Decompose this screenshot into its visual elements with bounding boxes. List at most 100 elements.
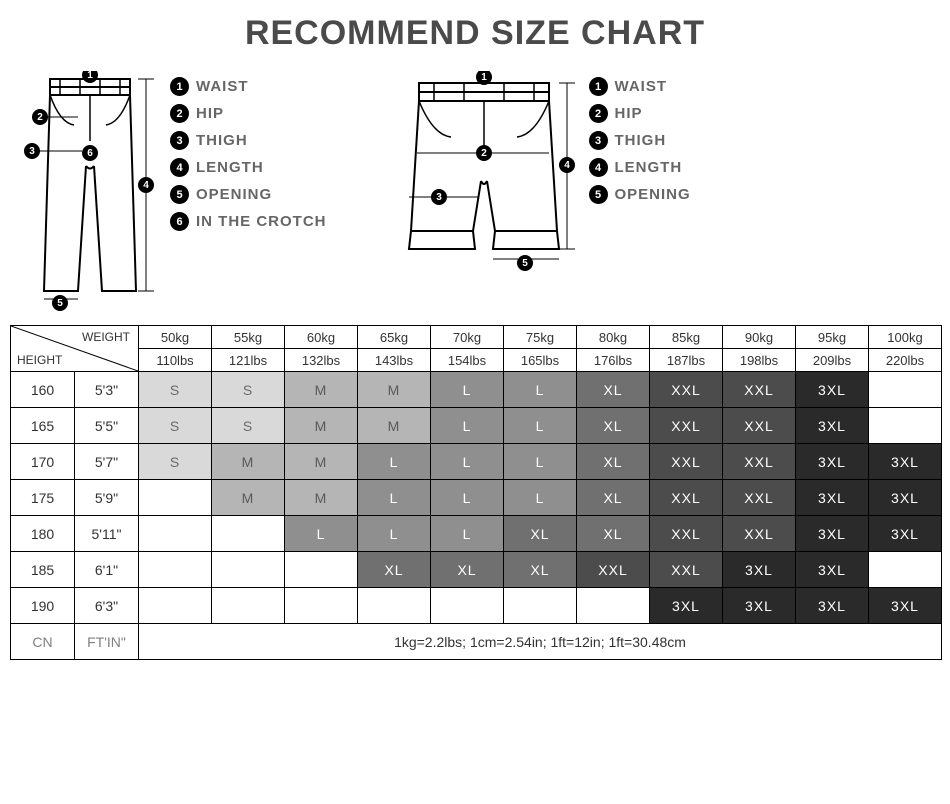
- legend-label: THIGH: [615, 132, 667, 149]
- height-cn-cell: 175: [11, 480, 75, 516]
- size-cell: S: [139, 444, 212, 480]
- size-cell: 3XL: [869, 516, 942, 552]
- size-cell: 3XL: [796, 588, 869, 624]
- size-cell: L: [431, 444, 504, 480]
- legend-row: 2HIP: [170, 104, 327, 123]
- legend-badge: 5: [170, 185, 189, 204]
- weight-kg-cell: 80kg: [577, 326, 650, 349]
- weight-lbs-cell: 154lbs: [431, 349, 504, 372]
- svg-text:3: 3: [29, 146, 35, 157]
- legend-badge: 4: [170, 158, 189, 177]
- size-cell: [212, 552, 285, 588]
- size-cell: XL: [358, 552, 431, 588]
- weight-kg-cell: 65kg: [358, 326, 431, 349]
- size-cell: L: [504, 444, 577, 480]
- size-cell: XXL: [650, 372, 723, 408]
- size-cell: XL: [504, 552, 577, 588]
- weight-lbs-cell: 143lbs: [358, 349, 431, 372]
- legend-badge: 5: [589, 185, 608, 204]
- size-cell: XL: [577, 516, 650, 552]
- page-title: RECOMMEND SIZE CHART: [0, 14, 950, 53]
- height-cn-cell: 165: [11, 408, 75, 444]
- weight-lbs-cell: 132lbs: [285, 349, 358, 372]
- height-cn-cell: 160: [11, 372, 75, 408]
- size-cell: L: [431, 372, 504, 408]
- legend-row: 1 WAIST: [589, 77, 691, 96]
- legend-label: WAIST: [615, 78, 668, 95]
- legend-label: WAIST: [196, 78, 249, 95]
- height-ft-cell: 5'3": [75, 372, 139, 408]
- height-ft-cell: 6'3": [75, 588, 139, 624]
- size-cell: [504, 588, 577, 624]
- size-cell: S: [212, 372, 285, 408]
- pants-diagram-box: 1 2 3 4 5 6 1WAIST2HIP3THIGH4LENGTH5OPEN…: [20, 71, 327, 311]
- height-cn-cell: 170: [11, 444, 75, 480]
- weight-kg-cell: 100kg: [869, 326, 942, 349]
- svg-text:4: 4: [564, 160, 570, 171]
- height-cn-cell: 180: [11, 516, 75, 552]
- svg-text:1: 1: [87, 71, 93, 81]
- weight-kg-cell: 75kg: [504, 326, 577, 349]
- weight-kg-cell: 60kg: [285, 326, 358, 349]
- svg-text:6: 6: [87, 148, 93, 159]
- size-cell: [212, 516, 285, 552]
- legend-row: 4 LENGTH: [589, 158, 691, 177]
- size-cell: [139, 480, 212, 516]
- size-cell: 3XL: [723, 552, 796, 588]
- size-cell: 3XL: [796, 480, 869, 516]
- weight-kg-cell: 90kg: [723, 326, 796, 349]
- size-cell: [431, 588, 504, 624]
- size-cell: S: [139, 372, 212, 408]
- height-ft-cell: 5'5": [75, 408, 139, 444]
- size-cell: 3XL: [650, 588, 723, 624]
- corner-height-label: HEIGHT: [17, 353, 62, 367]
- legend-badge: 1: [589, 77, 608, 96]
- legend-badge: 4: [589, 158, 608, 177]
- size-cell: S: [139, 408, 212, 444]
- size-cell: M: [212, 480, 285, 516]
- size-cell: XXL: [650, 480, 723, 516]
- size-cell: [869, 408, 942, 444]
- legend-row: 5OPENING: [589, 185, 691, 204]
- legend-row: 3THIGH: [589, 131, 691, 150]
- legend-badge: 2: [589, 104, 608, 123]
- shorts-diagram-box: 1 2 3 4 5 1 WAIST 2HIP 3THIGH 4 LENGTH 5OPENIN…: [389, 71, 691, 271]
- weight-kg-cell: 85kg: [650, 326, 723, 349]
- legend-label: LENGTH: [615, 159, 683, 176]
- weight-kg-cell: 50kg: [139, 326, 212, 349]
- legend-row: 2HIP: [589, 104, 691, 123]
- size-cell: XXL: [650, 408, 723, 444]
- svg-text:2: 2: [37, 112, 43, 123]
- size-cell: L: [358, 516, 431, 552]
- height-cn-cell: 185: [11, 552, 75, 588]
- weight-lbs-cell: 220lbs: [869, 349, 942, 372]
- size-cell: L: [358, 480, 431, 516]
- legend-label: OPENING: [196, 186, 272, 203]
- weight-lbs-cell: 209lbs: [796, 349, 869, 372]
- svg-text:3: 3: [436, 192, 442, 203]
- weight-kg-cell: 95kg: [796, 326, 869, 349]
- weight-lbs-cell: 121lbs: [212, 349, 285, 372]
- size-cell: 3XL: [869, 588, 942, 624]
- legend-badge: 2: [170, 104, 189, 123]
- weight-lbs-cell: 176lbs: [577, 349, 650, 372]
- size-cell: XL: [504, 516, 577, 552]
- size-cell: [139, 552, 212, 588]
- size-cell: M: [285, 408, 358, 444]
- height-ft-cell: 5'7": [75, 444, 139, 480]
- pants-diagram: 1 2 3 4 5 6: [20, 71, 160, 311]
- size-cell: L: [431, 480, 504, 516]
- legend-row: 6IN THE CROTCH: [170, 212, 327, 231]
- size-cell: M: [285, 372, 358, 408]
- size-cell: M: [285, 444, 358, 480]
- size-cell: XL: [431, 552, 504, 588]
- size-cell: L: [285, 516, 358, 552]
- size-cell: 3XL: [869, 480, 942, 516]
- size-cell: M: [212, 444, 285, 480]
- legend-row: 5 OPENING: [170, 185, 327, 204]
- size-cell: L: [504, 372, 577, 408]
- size-cell: 3XL: [723, 588, 796, 624]
- size-cell: [358, 588, 431, 624]
- size-cell: L: [504, 480, 577, 516]
- size-cell: [285, 552, 358, 588]
